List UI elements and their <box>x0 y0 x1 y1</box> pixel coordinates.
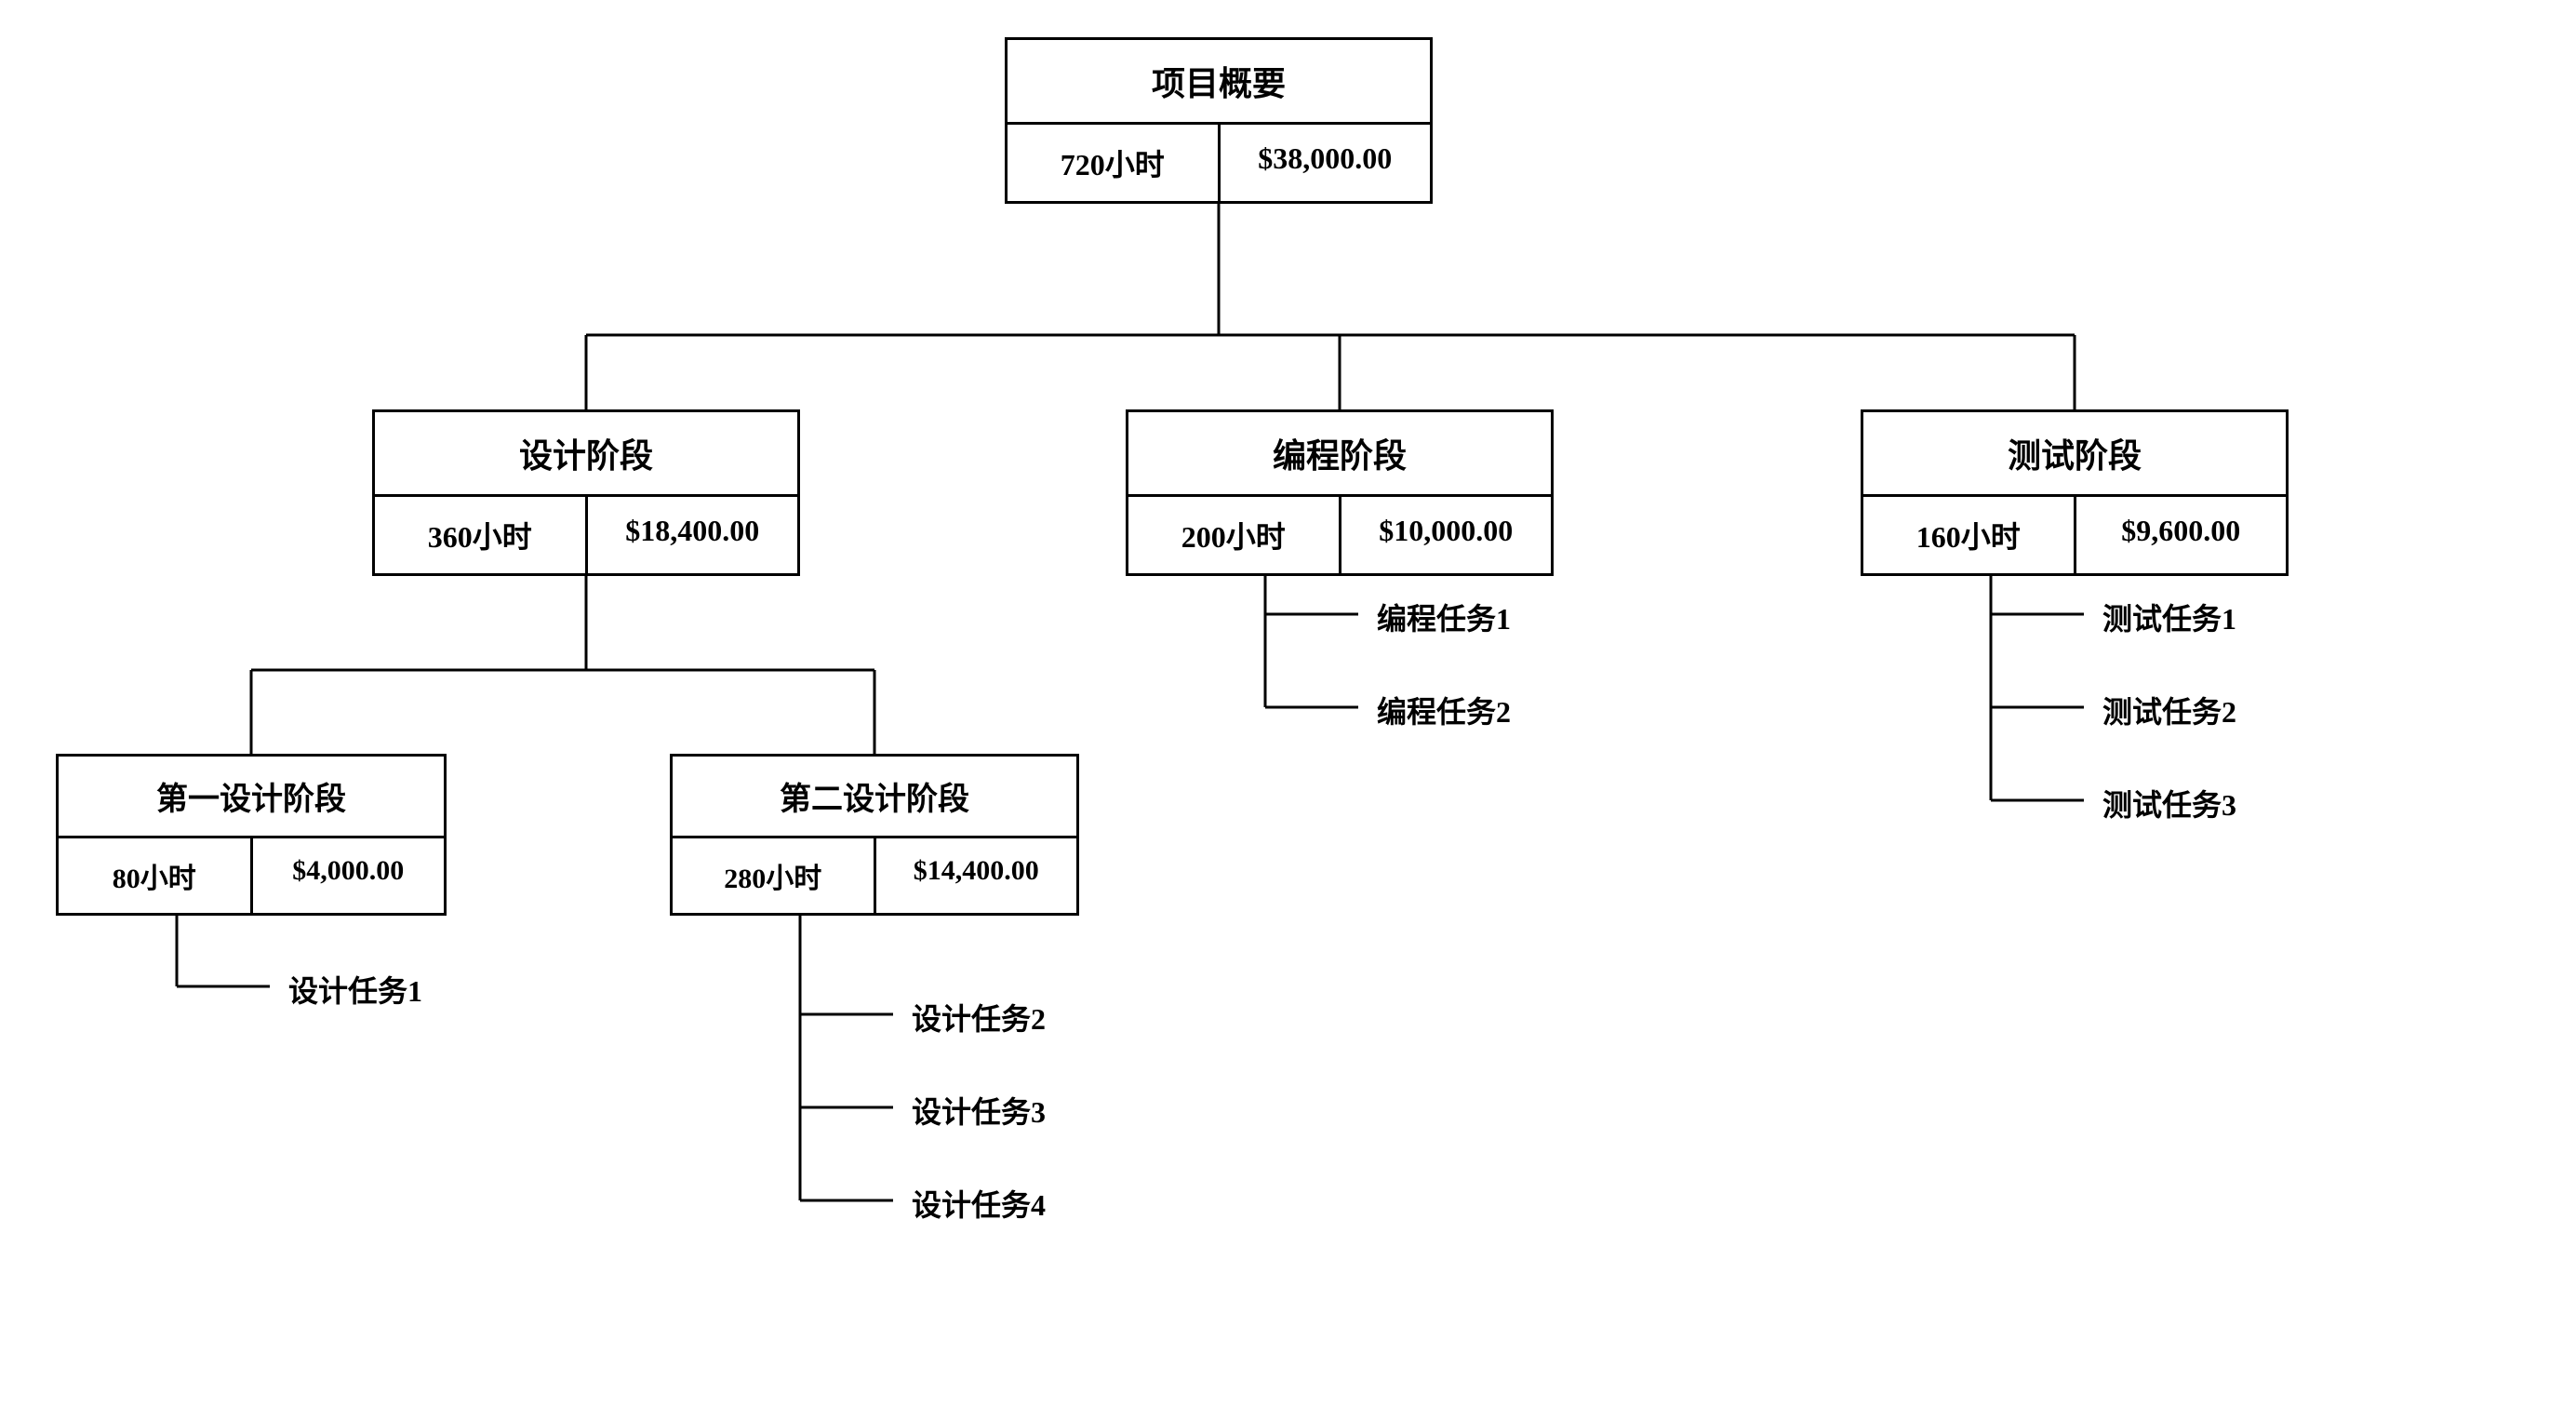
design-cost: $18,400.00 <box>585 497 798 573</box>
test-hours: 160小时 <box>1863 497 2074 573</box>
design-node: 设计阶段 360小时 $18,400.00 <box>372 409 800 576</box>
design1-node: 第一设计阶段 80小时 $4,000.00 <box>56 754 447 916</box>
test-node: 测试阶段 160小时 $9,600.00 <box>1861 409 2289 576</box>
program-hours: 200小时 <box>1128 497 1339 573</box>
test-task-2: 测试任务2 <box>2102 689 2236 731</box>
design1-hours: 80小时 <box>59 838 250 913</box>
design2-node: 第二设计阶段 280小时 $14,400.00 <box>670 754 1079 916</box>
org-chart-diagram: 项目概要 720小时 $38,000.00 设计阶段 360小时 $18,400… <box>37 37 2539 1370</box>
design-hours: 360小时 <box>375 497 585 573</box>
design2-title: 第二设计阶段 <box>673 757 1076 838</box>
design-title: 设计阶段 <box>375 412 797 497</box>
test-task-3: 测试任务3 <box>2102 782 2236 824</box>
program-task-2: 编程任务2 <box>1377 689 1511 731</box>
program-node: 编程阶段 200小时 $10,000.00 <box>1126 409 1554 576</box>
test-cost: $9,600.00 <box>2074 497 2287 573</box>
program-cost: $10,000.00 <box>1339 497 1552 573</box>
test-task-1: 测试任务1 <box>2102 596 2236 638</box>
root-hours: 720小时 <box>1008 125 1218 201</box>
program-task-1: 编程任务1 <box>1377 596 1511 638</box>
root-node: 项目概要 720小时 $38,000.00 <box>1005 37 1433 204</box>
design2-task-2: 设计任务3 <box>912 1089 1046 1132</box>
design2-task-3: 设计任务4 <box>912 1182 1046 1225</box>
design2-cost: $14,400.00 <box>874 838 1077 913</box>
design1-title: 第一设计阶段 <box>59 757 444 838</box>
design2-hours: 280小时 <box>673 838 874 913</box>
root-title: 项目概要 <box>1008 40 1430 125</box>
design2-task-1: 设计任务2 <box>912 996 1046 1038</box>
program-title: 编程阶段 <box>1128 412 1551 497</box>
design1-cost: $4,000.00 <box>250 838 445 913</box>
root-cost: $38,000.00 <box>1218 125 1431 201</box>
design1-task-1: 设计任务1 <box>288 968 422 1011</box>
test-title: 测试阶段 <box>1863 412 2286 497</box>
